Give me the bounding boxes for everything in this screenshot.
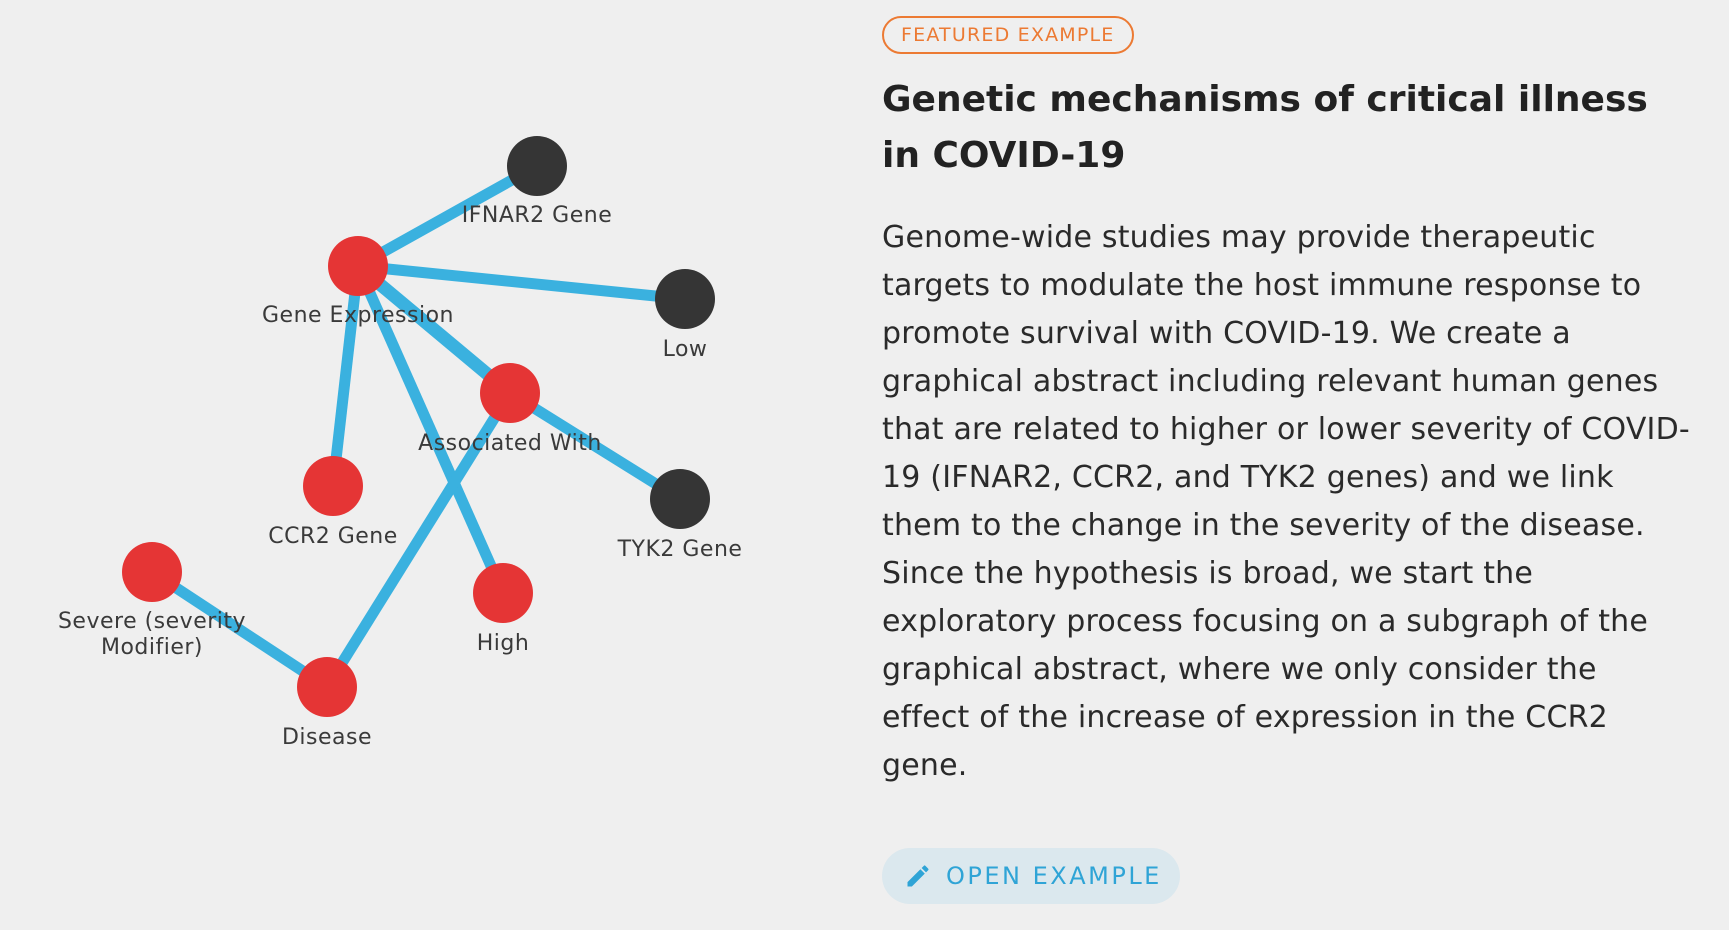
open-example-button[interactable]: OPEN EXAMPLE xyxy=(882,848,1180,904)
graph-edge-geneexpr-low xyxy=(357,260,686,305)
graph-node-tyk2[interactable] xyxy=(650,469,710,529)
graph-node-label-ifnar2: IFNAR2 Gene xyxy=(462,203,613,228)
graph-node-ccr2[interactable] xyxy=(303,456,363,516)
graph-edge-geneexpr-assoc xyxy=(353,261,515,398)
graph-node-label-geneexpr: Gene Expression xyxy=(262,303,454,328)
graph-edge-assoc-disease xyxy=(322,390,515,690)
graph-node-label-tyk2: TYK2 Gene xyxy=(617,537,743,562)
example-title: Genetic mechanisms of critical illness i… xyxy=(882,79,1648,176)
graph-node-label-ccr2: CCR2 Gene xyxy=(268,524,398,549)
graph-node-severe[interactable] xyxy=(122,542,182,602)
graph-node-label-high: High xyxy=(477,631,530,656)
knowledge-graph[interactable]: IFNAR2 Gene Gene Expression Low Associated … xyxy=(0,0,800,930)
graph-node-assoc[interactable] xyxy=(480,363,540,423)
featured-badge: FEATURED EXAMPLE xyxy=(882,16,1134,54)
graph-node-low[interactable] xyxy=(655,269,715,329)
open-example-label: OPEN EXAMPLE xyxy=(946,862,1162,890)
graph-edge-severe-disease xyxy=(148,567,331,692)
graph-node-ifnar2[interactable] xyxy=(507,136,567,196)
graph-node-label-assoc: Associated With xyxy=(418,431,602,456)
pencil-icon xyxy=(904,862,932,890)
graph-node-disease[interactable] xyxy=(297,657,357,717)
example-description: Genome-wide studies may provide therapeu… xyxy=(882,220,1690,783)
graph-node-label-low: Low xyxy=(663,337,708,362)
graph-node-geneexpr[interactable] xyxy=(328,236,388,296)
graph-node-label-disease: Disease xyxy=(282,725,372,750)
graph-edge-geneexpr-high xyxy=(352,263,509,596)
featured-panel: FEATURED EXAMPLE Genetic mechanisms of c… xyxy=(882,16,1702,790)
graph-node-label-severe: Severe (severity Modifier) xyxy=(58,609,246,660)
graph-edge-assoc-tyk2 xyxy=(507,388,683,504)
graph-edge-geneexpr-ifnar2 xyxy=(355,161,540,271)
graph-edge-geneexpr-ccr2 xyxy=(327,265,364,487)
graph-node-high[interactable] xyxy=(473,563,533,623)
